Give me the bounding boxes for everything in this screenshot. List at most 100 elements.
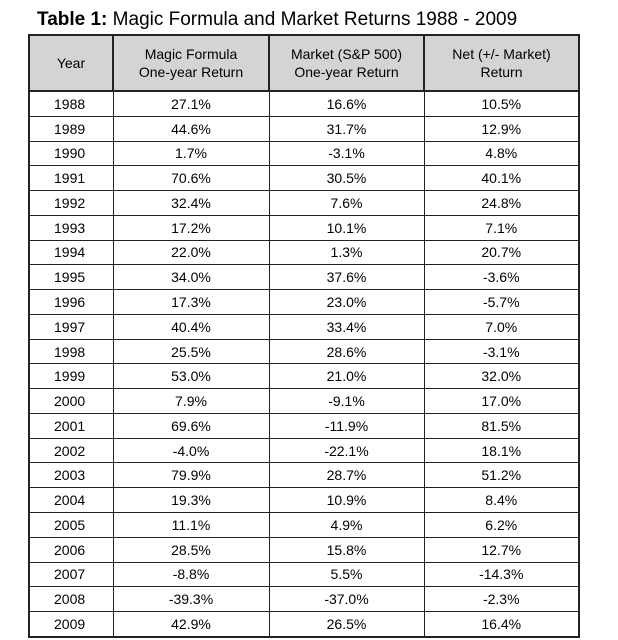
cell-market-return: -37.0%	[268, 586, 425, 613]
table-row: 2002 -4.0% -22.1% 18.1%	[28, 437, 580, 464]
cell-year: 1993	[28, 214, 114, 241]
table-row: 2000 7.9% -9.1% 17.0%	[28, 388, 580, 414]
cell-net-return: 17.0%	[423, 388, 580, 414]
cell-net-return: 40.1%	[423, 165, 580, 192]
cell-market-return: 21.0%	[268, 363, 425, 390]
table-row: 1995 34.0% 37.6% -3.6%	[28, 264, 580, 291]
cell-net-return: 20.7%	[423, 239, 580, 266]
cell-year: 1991	[28, 165, 114, 192]
caption-label: Table 1:	[37, 9, 108, 30]
column-header-line: Net (+/- Market)	[452, 46, 551, 62]
table-row: 1996 17.3% 23.0% -5.7%	[28, 289, 580, 315]
cell-magic-formula-return: 53.0%	[112, 363, 270, 390]
cell-year: 1992	[28, 190, 114, 216]
table-row: 2004 19.3% 10.9% 8.4%	[28, 487, 580, 514]
cell-net-return: -2.3%	[423, 586, 580, 613]
table-header: Year Magic Formula One-year Return Market (…	[28, 34, 580, 92]
cell-market-return: 37.6%	[268, 264, 425, 291]
cell-net-return: 12.9%	[423, 115, 580, 142]
cell-market-return: 5.5%	[268, 561, 425, 588]
table-row: 1992 32.4% 7.6% 24.8%	[28, 190, 580, 216]
cell-net-return: 10.5%	[423, 90, 580, 117]
cell-year: 1990	[28, 140, 114, 167]
cell-market-return: -3.1%	[268, 140, 425, 167]
cell-market-return: -11.9%	[268, 412, 425, 439]
cell-magic-formula-return: -4.0%	[112, 437, 270, 464]
cell-magic-formula-return: 22.0%	[112, 239, 270, 266]
cell-magic-formula-return: 42.9%	[112, 611, 270, 638]
table-row: 1989 44.6% 31.7% 12.9%	[28, 115, 580, 142]
column-header-line: Year	[56, 55, 86, 71]
cell-net-return: 16.4%	[423, 611, 580, 638]
cell-year: 1998	[28, 338, 114, 365]
column-header-line: Market (S&P 500)	[290, 46, 402, 62]
cell-year: 1997	[28, 313, 114, 340]
cell-market-return: 1.3%	[268, 239, 425, 266]
column-header-line: Magic Formula	[144, 46, 238, 62]
cell-market-return: 10.1%	[268, 214, 425, 241]
cell-net-return: 7.1%	[423, 214, 580, 241]
cell-magic-formula-return: 11.1%	[112, 512, 270, 538]
table-row: 2005 11.1% 4.9% 6.2%	[28, 512, 580, 538]
cell-magic-formula-return: 70.6%	[112, 165, 270, 192]
header-row: Year Magic Formula One-year Return Market (…	[28, 34, 580, 92]
cell-market-return: 16.6%	[268, 90, 425, 117]
cell-net-return: 7.0%	[423, 313, 580, 340]
cell-magic-formula-return: 44.6%	[112, 115, 270, 142]
cell-market-return: 4.9%	[268, 512, 425, 538]
cell-magic-formula-return: 34.0%	[112, 264, 270, 291]
cell-magic-formula-return: 69.6%	[112, 412, 270, 439]
cell-year: 2001	[28, 412, 114, 439]
column-header-market-return: Market (S&P 500) One-year Return	[268, 34, 425, 92]
cell-market-return: 31.7%	[268, 115, 425, 142]
cell-year: 1999	[28, 363, 114, 390]
column-header-net-return: Net (+/- Market) Return	[423, 34, 580, 92]
cell-net-return: 81.5%	[423, 412, 580, 439]
cell-year: 2003	[28, 462, 114, 489]
cell-net-return: -5.7%	[423, 289, 580, 315]
cell-net-return: -14.3%	[423, 561, 580, 588]
cell-market-return: 23.0%	[268, 289, 425, 315]
cell-year: 1988	[28, 90, 114, 117]
cell-year: 1989	[28, 115, 114, 142]
table-row: 1991 70.6% 30.5% 40.1%	[28, 165, 580, 192]
cell-year: 2000	[28, 388, 114, 414]
cell-market-return: -9.1%	[268, 388, 425, 414]
cell-market-return: 30.5%	[268, 165, 425, 192]
cell-market-return: 33.4%	[268, 313, 425, 340]
cell-year: 2007	[28, 561, 114, 588]
table-row: 1994 22.0% 1.3% 20.7%	[28, 239, 580, 266]
cell-magic-formula-return: 25.5%	[112, 338, 270, 365]
cell-magic-formula-return: 79.9%	[112, 462, 270, 489]
cell-magic-formula-return: 32.4%	[112, 190, 270, 216]
cell-net-return: 24.8%	[423, 190, 580, 216]
table-body: 1988 27.1% 16.6% 10.5% 1989 44.6% 31.7% 12.9% 19…	[28, 90, 580, 638]
cell-market-return: 28.6%	[268, 338, 425, 365]
cell-net-return: 8.4%	[423, 487, 580, 514]
cell-market-return: 28.7%	[268, 462, 425, 489]
cell-year: 1994	[28, 239, 114, 266]
cell-magic-formula-return: -39.3%	[112, 586, 270, 613]
column-header-line: One-year Return	[138, 64, 244, 80]
table-row: 1997 40.4% 33.4% 7.0%	[28, 313, 580, 340]
cell-magic-formula-return: 17.3%	[112, 289, 270, 315]
cell-year: 2002	[28, 437, 114, 464]
cell-market-return: 15.8%	[268, 536, 425, 563]
returns-table: Year Magic Formula One-year Return Market (…	[28, 34, 580, 638]
cell-year: 2005	[28, 512, 114, 538]
table-row: 1998 25.5% 28.6% -3.1%	[28, 338, 580, 365]
table-caption: Table 1: Magic Formula and Market Return…	[37, 8, 517, 32]
cell-magic-formula-return: 27.1%	[112, 90, 270, 117]
cell-market-return: 26.5%	[268, 611, 425, 638]
cell-magic-formula-return: 28.5%	[112, 536, 270, 563]
table-row: 2001 69.6% -11.9% 81.5%	[28, 412, 580, 439]
cell-net-return: 6.2%	[423, 512, 580, 538]
cell-magic-formula-return: 40.4%	[112, 313, 270, 340]
cell-magic-formula-return: 1.7%	[112, 140, 270, 167]
cell-year: 2008	[28, 586, 114, 613]
column-header-line: One-year Return	[294, 64, 399, 80]
cell-magic-formula-return: 17.2%	[112, 214, 270, 241]
cell-year: 1996	[28, 289, 114, 315]
cell-net-return: -3.1%	[423, 338, 580, 365]
cell-market-return: 10.9%	[268, 487, 425, 514]
